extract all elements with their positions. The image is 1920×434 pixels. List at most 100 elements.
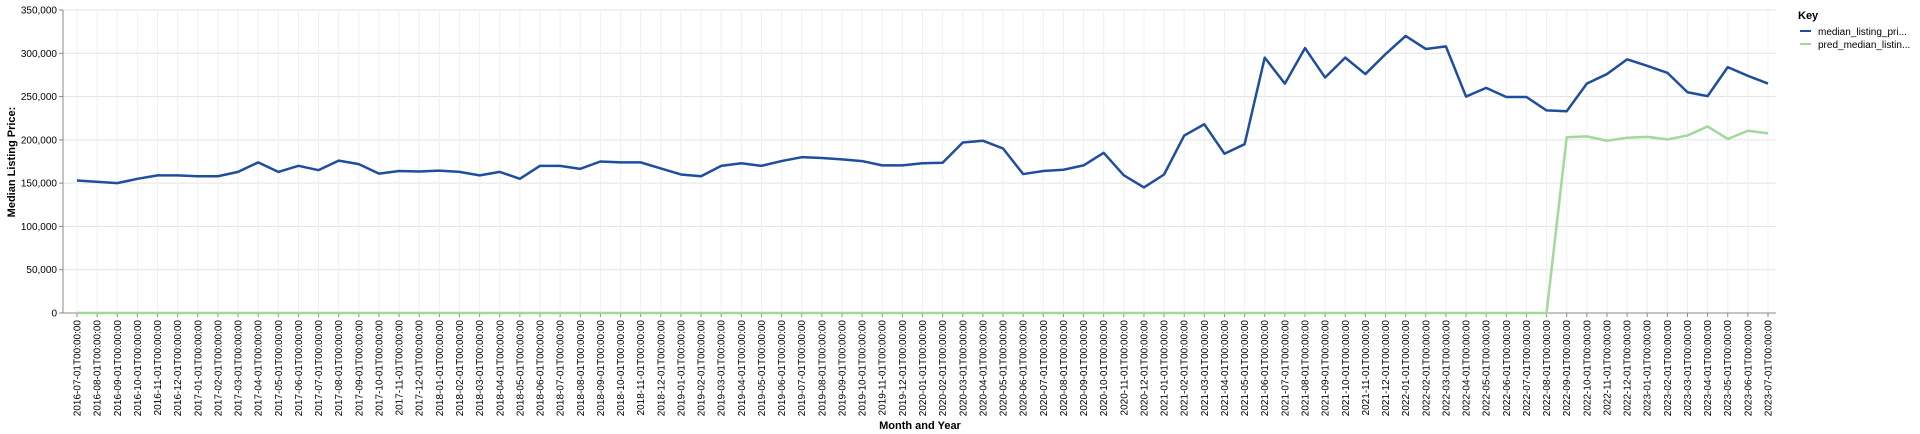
x-tick-label: 2017-01-01T00:00:00 — [193, 320, 204, 417]
series-line-pred-median-listing-price — [77, 125, 1769, 315]
x-tick-label: 2022-04-01T00:00:00 — [1462, 320, 1473, 417]
x-tick-label: 2017-11-01T00:00:00 — [395, 320, 406, 416]
x-tick-label: 2022-10-01T00:00:00 — [1582, 320, 1593, 417]
x-tick-label: 2022-11-01T00:00:00 — [1602, 320, 1613, 416]
x-tick-label: 2017-02-01T00:00:00 — [213, 320, 224, 417]
x-tick-label: 2019-12-01T00:00:00 — [898, 320, 909, 417]
x-tick-label: 2023-03-01T00:00:00 — [1683, 320, 1694, 417]
x-tick-label: 2018-01-01T00:00:00 — [435, 320, 446, 417]
x-tick-label: 2019-10-01T00:00:00 — [858, 320, 869, 417]
x-tick-label: 2016-07-01T00:00:00 — [73, 320, 84, 417]
x-tick-label: 2018-12-01T00:00:00 — [656, 320, 667, 417]
x-tick-label: 2018-06-01T00:00:00 — [536, 320, 547, 417]
x-tick-label: 2016-11-01T00:00:00 — [153, 320, 164, 416]
x-tick-label: 2019-04-01T00:00:00 — [737, 320, 748, 417]
axes — [62, 10, 1776, 314]
x-tick-label: 2017-03-01T00:00:00 — [234, 320, 245, 417]
x-tick-label: 2019-07-01T00:00:00 — [797, 320, 808, 417]
x-tick-label: 2021-12-01T00:00:00 — [1381, 320, 1392, 417]
x-tick-label: 2019-06-01T00:00:00 — [777, 320, 788, 417]
x-tick-label: 2022-09-01T00:00:00 — [1562, 320, 1573, 417]
x-tick-label: 2017-12-01T00:00:00 — [415, 320, 426, 417]
x-tick-label: 2019-03-01T00:00:00 — [717, 320, 728, 417]
x-tick-label: 2021-01-01T00:00:00 — [1160, 320, 1171, 417]
x-tick-label: 2016-08-01T00:00:00 — [93, 320, 104, 417]
x-tick-label: 2022-08-01T00:00:00 — [1542, 320, 1553, 417]
x-tick-label: 2020-07-01T00:00:00 — [1039, 320, 1050, 417]
x-tick-label: 2021-04-01T00:00:00 — [1220, 320, 1231, 417]
y-tick-label: 250,000 — [21, 92, 58, 103]
x-tick-label: 2022-07-01T00:00:00 — [1522, 320, 1533, 417]
x-tick-label: 2022-03-01T00:00:00 — [1441, 320, 1452, 417]
x-tick-label: 2018-10-01T00:00:00 — [616, 320, 627, 417]
series-line-median-listing-price — [76, 34, 1769, 189]
x-tick-label: 2018-08-01T00:00:00 — [576, 320, 587, 417]
x-tick-label: 2016-10-01T00:00:00 — [133, 320, 144, 417]
x-tick-label: 2016-09-01T00:00:00 — [113, 320, 124, 417]
x-tick-label: 2020-10-01T00:00:00 — [1099, 320, 1110, 417]
legend-label-median: median_listing_pri... — [1818, 27, 1907, 38]
x-tick-label: 2018-11-01T00:00:00 — [636, 320, 647, 416]
y-tick-label: 100,000 — [21, 222, 58, 233]
x-tick-label: 2018-04-01T00:00:00 — [495, 320, 506, 417]
x-tick-label: 2023-07-01T00:00:00 — [1764, 320, 1775, 417]
y-tick-label: 350,000 — [21, 6, 58, 17]
x-tick-label: 2020-09-01T00:00:00 — [1079, 320, 1090, 417]
x-tick-label: 2020-12-01T00:00:00 — [1139, 320, 1150, 417]
gridlines — [63, 9, 1776, 314]
x-tick-labels: 2016-07-01T00:00:00 2016-08-01T00:00:00 20… — [73, 313, 1775, 416]
x-tick-label: 2017-04-01T00:00:00 — [254, 320, 265, 417]
x-tick-label: 2023-04-01T00:00:00 — [1703, 320, 1714, 417]
y-axis-title: Median Listing Price: — [6, 107, 18, 218]
x-tick-label: 2021-10-01T00:00:00 — [1341, 320, 1352, 417]
x-tick-label: 2017-10-01T00:00:00 — [374, 320, 385, 417]
x-tick-label: 2019-02-01T00:00:00 — [697, 320, 708, 417]
x-tick-label: 2018-07-01T00:00:00 — [556, 320, 567, 417]
series-lines — [76, 34, 1769, 315]
x-tick-label: 2019-11-01T00:00:00 — [878, 320, 889, 416]
y-tick-label: 50,000 — [26, 265, 57, 276]
y-tick-label: 300,000 — [21, 49, 58, 60]
x-tick-label: 2021-11-01T00:00:00 — [1361, 320, 1372, 416]
legend-title: Key — [1798, 10, 1819, 22]
x-tick-label: 2020-04-01T00:00:00 — [978, 320, 989, 417]
legend-label-pred: pred_median_listin... — [1818, 40, 1910, 51]
x-axis-title: Month and Year — [879, 420, 961, 432]
x-tick-label: 2021-08-01T00:00:00 — [1300, 320, 1311, 417]
x-tick-label: 2017-06-01T00:00:00 — [294, 320, 305, 417]
x-tick-label: 2017-09-01T00:00:00 — [354, 320, 365, 417]
x-tick-label: 2021-06-01T00:00:00 — [1260, 320, 1271, 417]
x-tick-label: 2019-08-01T00:00:00 — [817, 320, 828, 417]
x-tick-label: 2020-08-01T00:00:00 — [1059, 320, 1070, 417]
x-tick-label: 2021-07-01T00:00:00 — [1280, 320, 1291, 417]
x-tick-label: 2019-05-01T00:00:00 — [757, 320, 768, 417]
x-tick-label: 2019-09-01T00:00:00 — [837, 320, 848, 417]
x-tick-label: 2018-05-01T00:00:00 — [515, 320, 526, 417]
x-tick-label: 2017-08-01T00:00:00 — [334, 320, 345, 417]
x-tick-label: 2018-09-01T00:00:00 — [596, 320, 607, 417]
x-tick-label: 2021-02-01T00:00:00 — [1180, 320, 1191, 417]
y-tick-label: 200,000 — [21, 135, 58, 146]
x-tick-label: 2020-05-01T00:00:00 — [999, 320, 1010, 417]
x-tick-label: 2023-05-01T00:00:00 — [1723, 320, 1734, 417]
y-tick-labels: 0 50,000 100,000 150,000 200,000 250,000 300,0… — [21, 6, 63, 320]
x-tick-label: 2023-01-01T00:00:00 — [1643, 320, 1654, 417]
x-tick-label: 2021-05-01T00:00:00 — [1240, 320, 1251, 417]
x-tick-label: 2022-02-01T00:00:00 — [1421, 320, 1432, 417]
x-tick-label: 2017-07-01T00:00:00 — [314, 320, 325, 417]
x-tick-label: 2020-06-01T00:00:00 — [1019, 320, 1030, 417]
x-tick-label: 2016-12-01T00:00:00 — [173, 320, 184, 417]
x-tick-label: 2022-01-01T00:00:00 — [1401, 320, 1412, 417]
x-tick-label: 2022-06-01T00:00:00 — [1502, 320, 1513, 417]
x-tick-label: 2023-06-01T00:00:00 — [1743, 320, 1754, 417]
x-tick-label: 2020-11-01T00:00:00 — [1119, 320, 1130, 416]
x-tick-label: 2021-03-01T00:00:00 — [1200, 320, 1211, 417]
x-tick-label: 2019-01-01T00:00:00 — [676, 320, 687, 417]
y-tick-label: 0 — [51, 309, 57, 320]
x-tick-label: 2023-02-01T00:00:00 — [1663, 320, 1674, 417]
x-tick-label: 2018-02-01T00:00:00 — [455, 320, 466, 417]
x-tick-label: 2020-01-01T00:00:00 — [918, 320, 929, 417]
legend: Key median_listing_pri... pred_median_li… — [1798, 10, 1910, 51]
x-tick-label: 2021-09-01T00:00:00 — [1321, 320, 1332, 417]
